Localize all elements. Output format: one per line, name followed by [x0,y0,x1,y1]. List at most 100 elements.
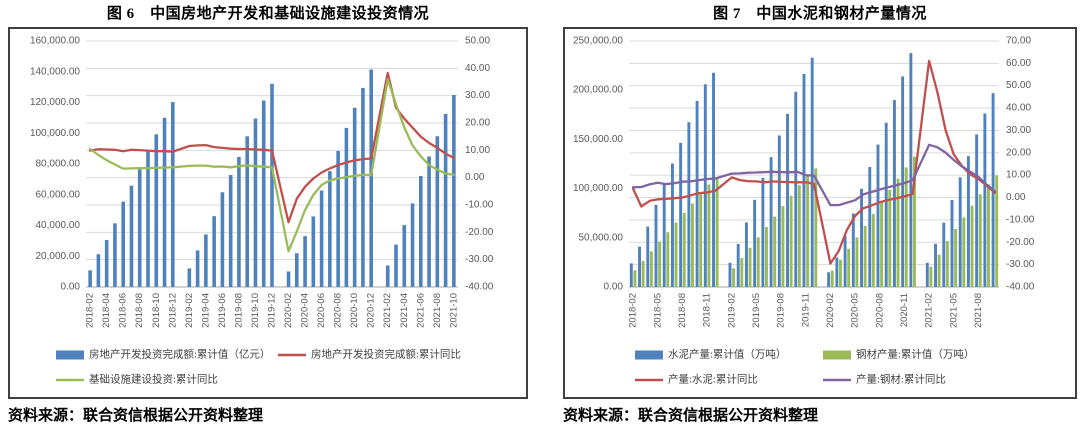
x-axis-tick-label: 2019-06 [217,293,228,328]
legend-label: 水泥产量:累计值（万吨） [668,348,786,361]
left-axis-tick-label: 150,000.00 [573,134,623,145]
left-axis-tick-label: 100,000.00 [573,183,623,194]
right-axis-tick-label: 10.00 [465,145,490,156]
x-axis-tick-label: 2020-04 [300,293,311,328]
x-axis-tick-label: 2019-02 [726,293,737,328]
x-axis-tick-label: 2019-08 [233,293,244,328]
x-axis-tick-label: 2018-08 [677,293,688,328]
legend-swatch-bar [635,350,663,360]
figure-7-chart-box: 0.00 50,000.00 100,000.00 150,000.00 200,000… [563,27,1077,399]
right-axis-tick-label: 0.00 [465,172,485,183]
figure-6: 图 6 中国房地产开发和基础设施建设投资情况 0.00 20,000.00 40,0… [8,3,528,425]
x-axis-tick-label: 2019-11 [800,293,811,327]
left-axis-tick-label: 40,000.00 [36,220,81,231]
figure-6-title: 图 6 中国房地产开发和基础设施建设投资情况 [106,6,430,22]
right-axis-tick-label: 70.00 [1006,36,1031,47]
right-axis-tick-label: 30.00 [465,90,490,101]
x-axis-tick-label: 2018-02 [85,293,96,328]
right-axis-tick-label: 20.00 [465,118,490,129]
bar-series-1 [633,156,999,287]
x-axis-tick-label: 2018-04 [101,293,112,328]
x-axis-tick-label: 2020-12 [366,293,377,328]
x-axis-tick-label: 2021-08 [432,293,443,328]
x-axis-tick-label: 2021-08 [973,293,984,328]
left-axis-tick-label: 200,000.00 [573,85,623,96]
x-axis-tick-label: 2021-02 [382,293,393,328]
bar-series-0 [88,69,456,288]
x-axis-tick-label: 2019-10 [250,293,261,328]
x-axis-tick-label: 2018-06 [118,293,129,328]
right-axis-tick-label: 50.00 [1006,80,1031,91]
right-axis-tick-label: 0.00 [1006,192,1026,203]
line-series-1 [631,143,997,207]
x-axis-tick-label: 2020-06 [316,293,327,328]
right-axis-tick-label: -30.00 [465,254,494,265]
x-axis-tick-label: 2020-08 [333,293,344,328]
legend-label: 产量:钢材:累计同比 [856,373,946,386]
left-axis-tick-label: 250,000.00 [573,36,623,47]
x-axis-tick-label: 2019-12 [267,293,278,328]
x-axis-tick-label: 2021-05 [948,293,959,328]
right-axis-tick-label: 40.00 [465,63,490,74]
x-axis-tick-label: 2019-08 [776,293,787,328]
x-axis-tick-label: 2021-10 [448,293,459,328]
legend-label: 钢材产量:累计值（万吨） [856,348,974,361]
x-axis-tick-label: 2020-08 [874,293,885,328]
right-axis-tick-label: -30.00 [1006,259,1035,270]
legend-swatch-bar [56,350,84,360]
right-axis-tick-label: -40.00 [465,282,494,293]
right-axis-tick-label: 10.00 [1006,170,1031,181]
figure-6-source: 资料来源：联合资信根据公开资料整理 [8,408,264,424]
legend-label: 产量:水泥:累计同比 [668,373,758,386]
x-axis-tick-label: 2018-05 [652,293,663,328]
x-axis-tick-label: 2021-06 [415,293,426,328]
line-series-0 [631,59,997,265]
left-axis-tick-label: 20,000.00 [36,251,81,262]
x-axis-tick-label: 2018-11 [702,293,713,327]
x-axis-tick-label: 2018-10 [151,293,162,328]
x-axis-tick-label: 2018-02 [628,293,639,328]
left-axis-tick-label: 140,000.00 [30,66,80,77]
right-axis-tick-label: -10.00 [465,200,494,211]
line-series-1 [88,78,456,253]
left-axis-tick-label: 100,000.00 [30,128,80,139]
left-axis-tick-label: 50,000.00 [579,232,624,243]
x-axis-tick-label: 2019-04 [200,293,211,328]
left-axis-tick-label: 160,000.00 [30,36,80,47]
right-axis-tick-label: 20.00 [1006,147,1031,158]
right-axis-tick-label: 60.00 [1006,58,1031,69]
right-axis-tick-label: 40.00 [1006,103,1031,114]
figure-7-title: 图 7 中国水泥和钢材产量情况 [713,6,927,22]
x-axis-tick-label: 2020-02 [825,293,836,328]
x-axis-tick-label: 2020-02 [283,293,294,328]
left-axis-tick-label: 80,000.00 [36,159,81,170]
right-axis-tick-label: -10.00 [1006,214,1035,225]
right-axis-tick-label: -20.00 [1006,237,1035,248]
figure-7-source: 资料来源：联合资信根据公开资料整理 [563,408,819,424]
x-axis-tick-label: 2019-02 [184,293,195,328]
x-axis-tick-label: 2018-12 [167,293,178,328]
x-axis-tick-label: 2019-05 [751,293,762,328]
left-axis-tick-label: 0.00 [61,282,81,293]
left-axis-tick-label: 60,000.00 [36,189,81,200]
left-axis-tick-label: 0.00 [604,282,624,293]
right-axis-tick-label: -40.00 [1006,282,1035,293]
figure-7-chart-canvas: 0.00 50,000.00 100,000.00 150,000.00 200,000… [573,36,1035,386]
figure-6-chart-canvas: 0.00 20,000.00 40,000.00 60,000.00 80,000.00… [30,36,494,386]
x-axis-tick-label: 2021-04 [399,293,410,328]
x-axis-tick-label: 2020-05 [850,293,861,328]
legend-label: 基础设施建设投资:累计同比 [89,373,218,386]
x-axis-tick-label: 2020-11 [899,293,910,327]
legend-label: 房地产开发投资完成额:累计值（亿元） [89,348,270,361]
figure-7: 图 7 中国水泥和钢材产量情况 0.00 50,000.00 100,000.00 1… [563,3,1077,425]
figure-6-chart-box: 0.00 20,000.00 40,000.00 60,000.00 80,000.00… [8,27,528,399]
x-axis-tick-label: 2021-02 [924,293,935,328]
right-axis-tick-label: 30.00 [1006,125,1031,136]
right-axis-tick-label: -20.00 [465,227,494,238]
x-axis-tick-label: 2018-08 [134,293,145,328]
left-axis-tick-label: 120,000.00 [30,97,80,108]
x-axis-tick-label: 2020-10 [349,293,360,328]
right-axis-tick-label: 50.00 [465,36,490,47]
legend-label: 房地产开发投资完成额:累计同比 [311,348,461,361]
legend-swatch-bar [823,350,851,360]
